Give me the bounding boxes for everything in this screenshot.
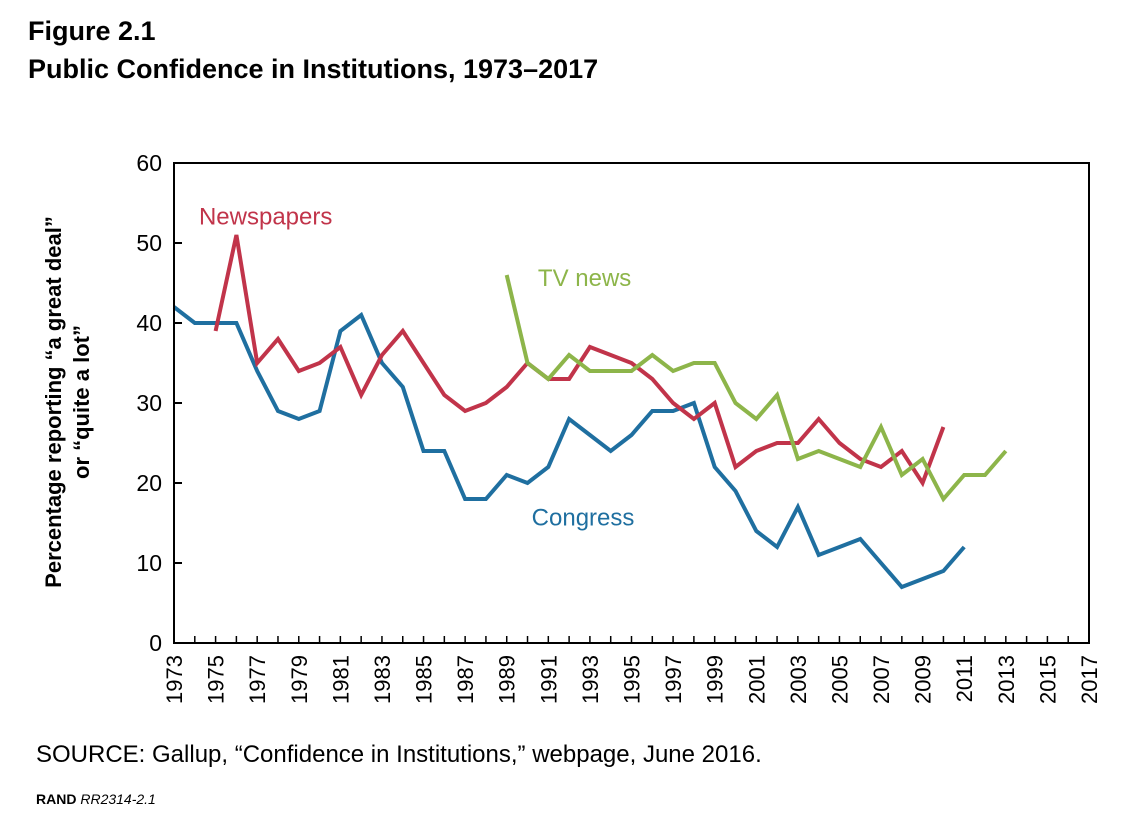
credit-code: RR2314-2.1 (80, 791, 156, 807)
plot-frame (173, 162, 1090, 644)
x-tick-label: 1995 (620, 655, 645, 704)
x-tick-label: 1987 (453, 655, 478, 704)
x-tick-label: 1989 (495, 655, 520, 704)
x-tick-label: 1993 (578, 655, 603, 704)
figure-label: Figure 2.1 (28, 16, 156, 46)
x-tick-label: 2007 (869, 655, 894, 704)
x-tick-label: 1985 (412, 655, 437, 704)
series-label-tv-news: TV news (538, 265, 631, 292)
line-chart: Percentage reporting “a great deal” or “… (41, 150, 1102, 704)
x-axis-ticks: 1973 1975 1977 1979 1981 1983 1985 1987 1989 1991… (162, 636, 1102, 704)
y-tick-label: 30 (136, 390, 162, 416)
x-tick-label: 2005 (827, 655, 852, 704)
credit-org: RAND (36, 791, 77, 807)
y-tick-label: 50 (136, 230, 162, 256)
y-axis-ticks: 0 10 20 30 40 50 60 (136, 150, 182, 656)
series-line-congress (172, 305, 966, 590)
x-tick-label: 2015 (1035, 655, 1060, 704)
x-tick-label: 2011 (952, 655, 977, 702)
series-label-congress: Congress (532, 504, 635, 531)
x-tick-label: 2001 (744, 655, 769, 704)
x-tick-label: 1997 (661, 655, 686, 704)
x-tick-label: 2013 (994, 655, 1019, 704)
x-tick-label: 2017 (1077, 655, 1102, 704)
y-tick-label: 20 (136, 470, 162, 496)
series-labels: Congress Newspapers TV news (199, 204, 634, 532)
y-axis-label: Percentage reporting “a great deal” or “… (41, 216, 94, 588)
y-tick-label: 40 (136, 310, 162, 336)
figure-title: Public Confidence in Institutions, 1973–… (28, 54, 599, 84)
x-tick-label: 1975 (204, 655, 229, 704)
y-tick-label: 10 (136, 550, 162, 576)
series-lines (172, 234, 1008, 590)
x-tick-label: 1991 (536, 655, 561, 704)
x-tick-label: 1977 (245, 655, 270, 704)
x-tick-label: 1973 (162, 655, 187, 704)
x-tick-label: 1999 (703, 655, 728, 704)
series-label-newspapers: Newspapers (199, 204, 332, 231)
x-tick-label: 1979 (287, 655, 312, 704)
x-tick-label: 1983 (370, 655, 395, 704)
source-note: SOURCE: Gallup, “Confidence in Instituti… (36, 741, 762, 768)
x-tick-label: 2009 (911, 655, 936, 704)
credit-line: RAND RR2314-2.1 (36, 790, 156, 808)
x-tick-label: 2003 (786, 655, 811, 704)
y-tick-label: 60 (136, 150, 162, 176)
series-line-tv-news (504, 274, 1008, 503)
y-axis-label-line-1: Percentage reporting “a great deal” (41, 216, 66, 588)
y-tick-label: 0 (149, 630, 162, 656)
x-tick-label: 1981 (328, 655, 353, 704)
y-axis-label-line-2: or “quite a lot” (69, 325, 94, 479)
